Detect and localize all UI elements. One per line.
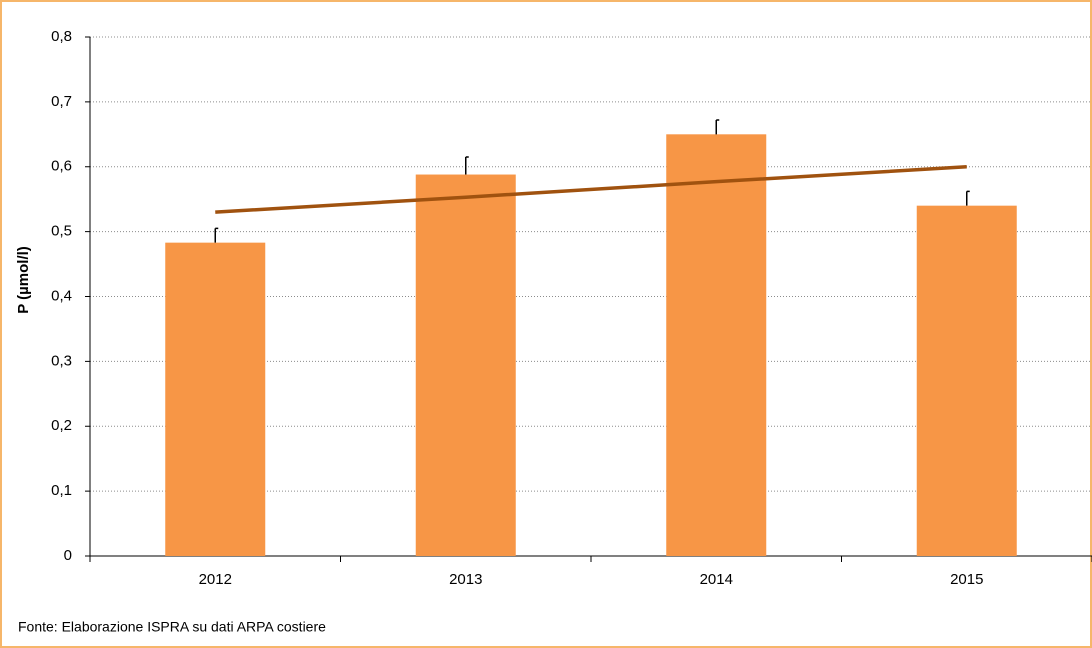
source-note: Fonte: Elaborazione ISPRA su dati ARPA c…: [18, 619, 326, 635]
bar: [666, 134, 767, 556]
bar: [916, 205, 1017, 557]
bar: [415, 174, 516, 556]
y-tick-label: 0: [64, 547, 72, 564]
error-bar: [465, 156, 469, 175]
y-tick-label: 0,8: [51, 28, 72, 45]
error-bar: [966, 190, 970, 206]
y-tick-label: 0,1: [51, 482, 72, 499]
error-bar: [715, 119, 720, 135]
x-tick-label: 2015: [950, 571, 983, 588]
x-tick-label: 2014: [700, 571, 733, 588]
y-tick-label: 0,6: [51, 158, 72, 175]
y-tick-label: 0,7: [51, 93, 72, 110]
x-tick-label: 2012: [199, 571, 232, 588]
y-axis-title: P (µmol/l): [15, 246, 32, 314]
error-bar: [214, 227, 219, 243]
y-tick-label: 0,4: [51, 287, 72, 304]
y-tick-label: 0,2: [51, 417, 72, 434]
x-tick-label: 2013: [449, 571, 482, 588]
bar: [165, 242, 266, 556]
trend-line: [215, 165, 967, 214]
y-tick-label: 0,3: [51, 352, 72, 369]
y-tick-label: 0,5: [51, 223, 72, 240]
